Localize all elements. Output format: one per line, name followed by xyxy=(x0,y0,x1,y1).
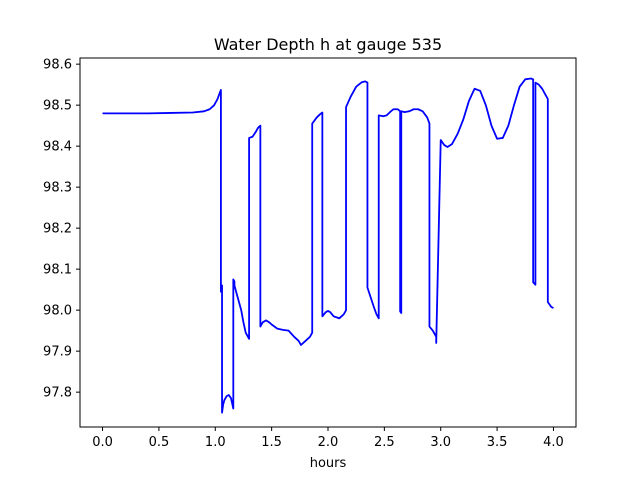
x-tick-label: 2.0 xyxy=(318,435,339,450)
series-line-0 xyxy=(102,77,554,414)
x-tick-label: 4.0 xyxy=(543,435,564,450)
x-axis-title: hours xyxy=(310,456,347,471)
x-tick-label: 2.5 xyxy=(374,435,395,450)
x-tick-label: 3.0 xyxy=(430,435,451,450)
y-tick-label: 97.8 xyxy=(43,386,72,401)
y-tick-label: 98.1 xyxy=(43,263,72,278)
y-tick-label: 98.3 xyxy=(43,181,72,196)
y-tick-label: 98.2 xyxy=(43,222,72,237)
y-tick-label: 98.0 xyxy=(43,304,72,319)
chart-title: Water Depth h at gauge 535 xyxy=(214,35,442,54)
y-tick-label: 98.5 xyxy=(43,99,72,114)
y-tick-label: 97.9 xyxy=(43,345,72,360)
x-tick-label: 3.5 xyxy=(487,435,508,450)
y-tick-label: 98.6 xyxy=(43,58,72,73)
x-tick-label: 1.5 xyxy=(261,435,282,450)
y-axis-ticks: 97.8 97.9 98.0 98.1 98.2 98.3 98.4 98.5 98.6 xyxy=(43,58,80,401)
x-tick-label: 0.0 xyxy=(92,435,113,450)
x-tick-label: 0.5 xyxy=(149,435,170,450)
x-tick-label: 1.0 xyxy=(205,435,226,450)
x-axis-ticks: 0.0 0.5 1.0 1.5 2.0 2.5 3.0 3.5 4.0 xyxy=(92,427,564,450)
y-tick-label: 98.4 xyxy=(43,140,72,155)
